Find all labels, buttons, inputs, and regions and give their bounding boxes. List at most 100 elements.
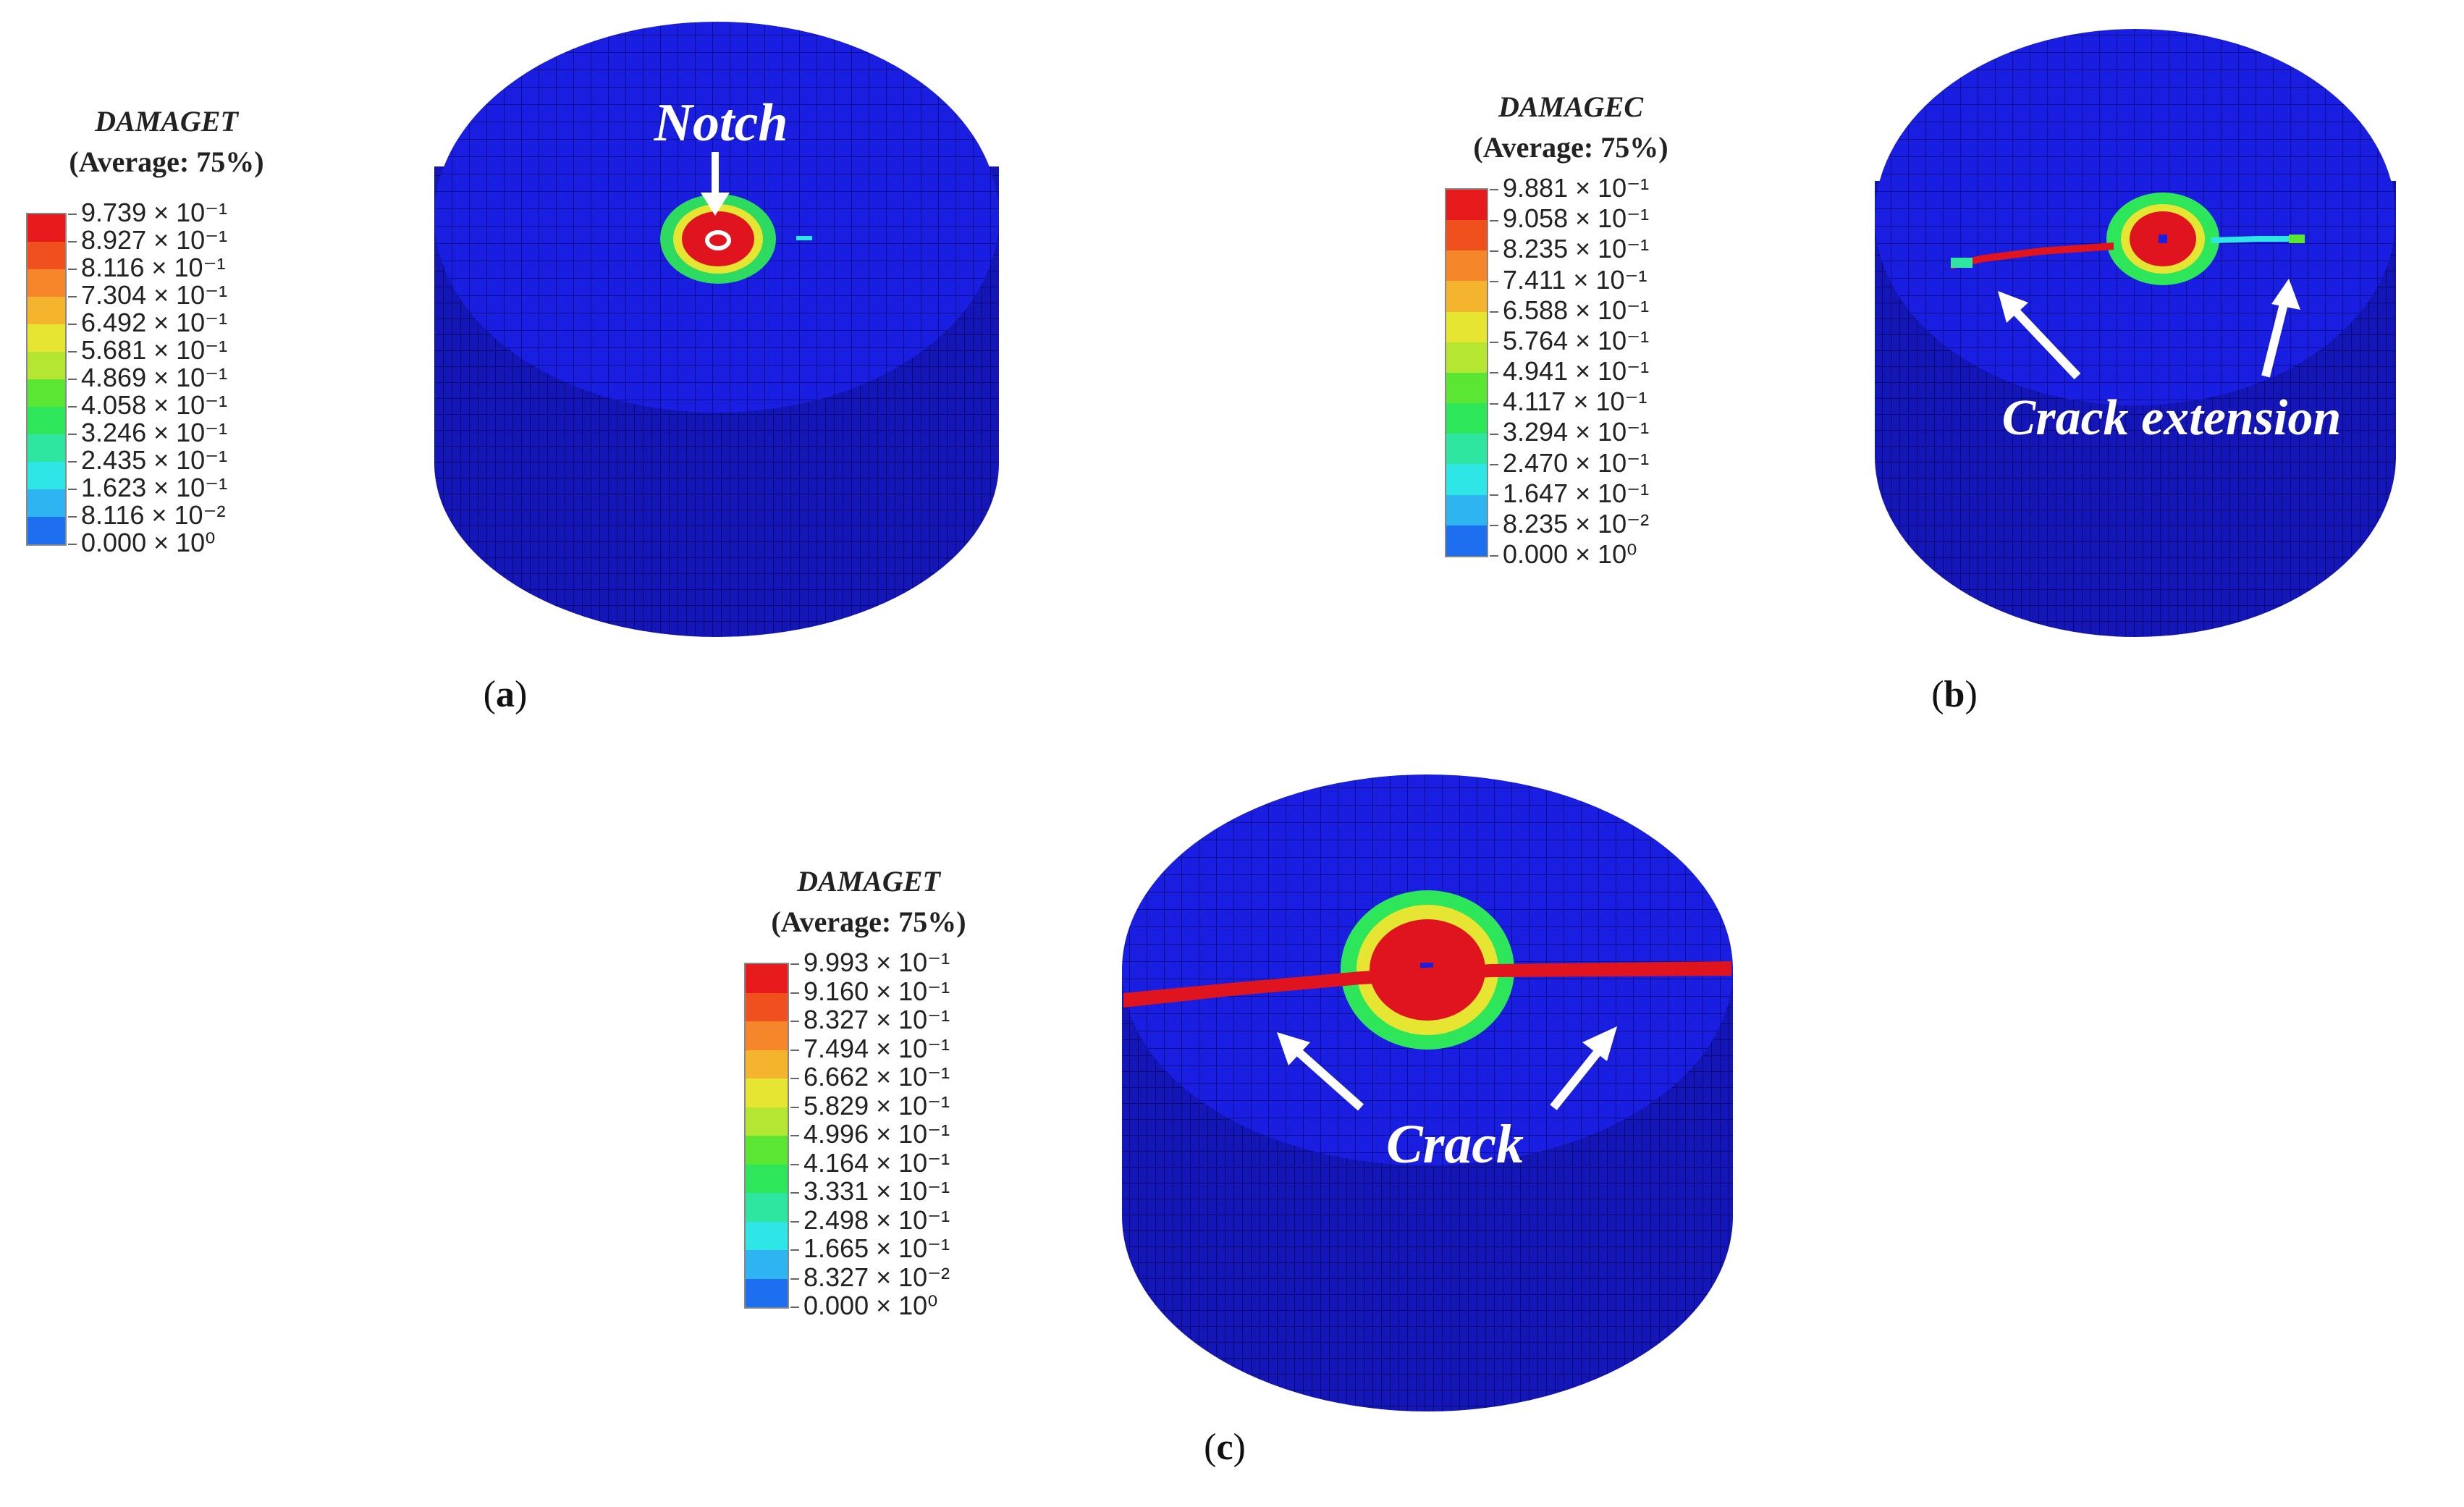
legend-band <box>28 489 65 517</box>
legend-band <box>28 462 65 489</box>
legend-band <box>746 964 788 993</box>
legend-tick-label: 9.881 × 10⁻¹ <box>1490 173 1649 203</box>
cylinder-model-a <box>434 22 999 637</box>
legend-average-a: (Average: 75%) <box>69 145 264 178</box>
legend-band <box>746 1250 788 1279</box>
legend-bands-b <box>1445 188 1488 557</box>
crack-line-c <box>1123 961 1731 1008</box>
legend-tick-label: 1.623 × 10⁻¹ <box>68 473 227 503</box>
legend-ticks-b: 9.881 × 10⁻¹ 9.058 × 10⁻¹ 8.235 × 10⁻¹ 7.41… <box>1490 173 1721 569</box>
legend-band <box>28 352 65 379</box>
legend-ticks-a: 9.739 × 10⁻¹ 8.927 × 10⁻¹ 8.116 × 10⁻¹ 7.30… <box>68 198 300 557</box>
cylinder-model-b <box>1875 29 2396 637</box>
notch-hole-b <box>2159 235 2167 243</box>
legend-band <box>746 1050 788 1078</box>
legend-variable-b: DAMAGEC <box>1498 90 1644 123</box>
legend-tick-label: 7.304 × 10⁻¹ <box>68 280 227 311</box>
legend-ticks-c: 9.993 × 10⁻¹ 9.160 × 10⁻¹ 8.327 × 10⁻¹ 7.49… <box>790 947 1022 1320</box>
legend-band <box>1446 434 1487 465</box>
crack-ext-arrow-right-head <box>2271 279 2300 310</box>
legend-tick-label: 3.246 × 10⁻¹ <box>68 418 227 448</box>
caption-c: (c) <box>1204 1427 1246 1468</box>
legend-band <box>28 324 65 352</box>
legend-band <box>1446 190 1487 221</box>
legend-tick-label: 7.411 × 10⁻¹ <box>1490 265 1647 295</box>
legend-tick-label: 5.829 × 10⁻¹ <box>790 1091 950 1121</box>
legend-tick-label: 6.492 × 10⁻¹ <box>68 308 227 338</box>
legend-band <box>746 1078 788 1107</box>
legend-tick-label: 9.160 × 10⁻¹ <box>790 976 950 1007</box>
crack-ext-arrow-left <box>2009 304 2081 380</box>
legend-tick-label: 9.739 × 10⁻¹ <box>68 198 227 228</box>
legend-tick-label: 8.327 × 10⁻² <box>790 1262 950 1293</box>
crack-right-tip-b <box>2289 235 2305 243</box>
crack-arrow-right-head <box>1582 1026 1617 1061</box>
legend-band <box>746 1021 788 1050</box>
legend-band <box>746 1136 788 1165</box>
legend-tick-label: 7.494 × 10⁻¹ <box>790 1034 950 1064</box>
caption-b: (b) <box>1931 674 1978 715</box>
legend-band <box>1446 525 1487 556</box>
legend-bands-a <box>26 213 67 546</box>
legend-tick-label: 9.058 × 10⁻¹ <box>1490 203 1649 234</box>
legend-title-b: DAMAGEC (Average: 75%) <box>1433 87 1708 168</box>
crack-arrow-left-head <box>1277 1032 1310 1065</box>
legend-tick-label: 4.164 × 10⁻¹ <box>790 1148 950 1178</box>
legend-tick-label: 8.927 × 10⁻¹ <box>68 225 227 256</box>
legend-tick-label: 1.665 × 10⁻¹ <box>790 1233 950 1264</box>
legend-tick-label: 2.470 × 10⁻¹ <box>1490 448 1649 478</box>
legend-average-b: (Average: 75%) <box>1473 131 1668 164</box>
panel-a: DAMAGET (Average: 75%) 9.739 × 10⁻¹ 8.927… <box>0 0 1231 753</box>
legend-tick-label: 3.294 × 10⁻¹ <box>1490 417 1649 447</box>
legend-band <box>1446 464 1487 495</box>
legend-tick-label: 5.764 × 10⁻¹ <box>1490 326 1649 356</box>
legend-band <box>28 517 65 544</box>
caption-a: (a) <box>483 674 528 715</box>
legend-tick-label: 8.235 × 10⁻² <box>1490 509 1649 539</box>
legend-band <box>1446 403 1487 434</box>
cylinder-model-c <box>1122 774 1733 1411</box>
panel-c: DAMAGET (Average: 75%) 9.993 × 10⁻¹ 9.160… <box>0 753 2464 1507</box>
legend-band <box>28 242 65 269</box>
legend-band <box>28 214 65 242</box>
legend-band <box>28 407 65 434</box>
caption-b-letter: b <box>1944 674 1965 715</box>
legend-tick-label: 4.117 × 10⁻¹ <box>1490 387 1647 417</box>
legend-title-a: DAMAGET (Average: 75%) <box>43 101 290 182</box>
legend-tick-label: 8.116 × 10⁻² <box>68 500 225 531</box>
legend-tick-label: 2.498 × 10⁻¹ <box>790 1205 950 1236</box>
legend-tick-label: 0.000 × 10⁰ <box>1490 539 1637 570</box>
legend-tick-label: 8.235 × 10⁻¹ <box>1490 234 1649 264</box>
crack-arrow-right <box>1550 1047 1603 1110</box>
crack-ext-arrow-left-head <box>1998 291 2028 323</box>
legend-band <box>746 1278 788 1307</box>
legend-tick-label: 0.000 × 10⁰ <box>68 528 216 558</box>
legend-band <box>1446 220 1487 251</box>
legend-band <box>28 269 65 297</box>
legend-band <box>28 434 65 462</box>
legend-band <box>746 1164 788 1193</box>
legend-tick-label: 2.435 × 10⁻¹ <box>68 445 227 476</box>
damage-spot-a <box>796 236 812 240</box>
legend-tick-label: 5.681 × 10⁻¹ <box>68 335 227 366</box>
crack-left-b <box>1951 242 2114 269</box>
damage-zone-a-core <box>682 211 754 266</box>
legend-title-c: DAMAGET (Average: 75%) <box>738 861 999 942</box>
legend-tick-label: 6.588 × 10⁻¹ <box>1490 295 1649 326</box>
legend-tick-label: 9.993 × 10⁻¹ <box>790 947 950 978</box>
legend-variable-c: DAMAGET <box>797 865 940 898</box>
legend-band <box>1446 342 1487 373</box>
legend-tick-label: 8.116 × 10⁻¹ <box>68 253 225 283</box>
legend-band <box>28 297 65 324</box>
legend-band <box>1446 372 1487 404</box>
caption-a-letter: a <box>496 674 515 715</box>
crack-left-tip-b <box>1951 258 1973 268</box>
crack-arrow-left <box>1293 1046 1364 1111</box>
notch-hole-a <box>705 230 731 250</box>
crack-ext-arrow-right <box>2261 303 2288 378</box>
legend-tick-label: 1.647 × 10⁻¹ <box>1490 478 1649 509</box>
legend-band <box>1446 281 1487 312</box>
legend-tick-label: 8.327 × 10⁻¹ <box>790 1005 950 1035</box>
annotation-crack: Crack <box>1386 1114 1524 1175</box>
caption-c-letter: c <box>1216 1427 1233 1468</box>
